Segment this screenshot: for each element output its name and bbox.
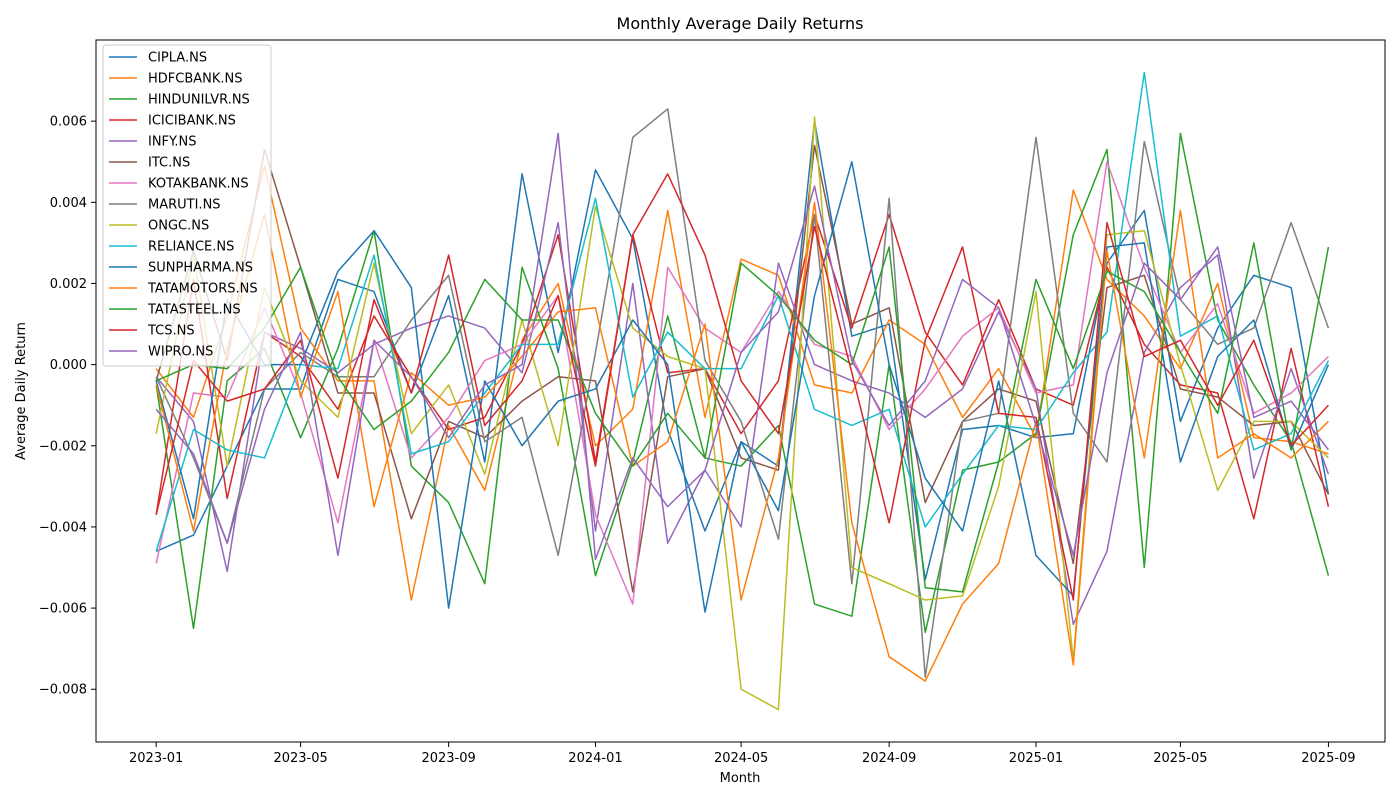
series-line-maruti-ns <box>155 108 1330 678</box>
y-axis-label: Average Daily Return <box>14 322 29 460</box>
legend-label: HINDUNILVR.NS <box>148 93 250 108</box>
legend-label: TATASTEEL.NS <box>147 303 241 318</box>
x-tick-label: 2024-01 <box>568 751 622 766</box>
series-line-itc-ns <box>155 144 1330 593</box>
series-lines <box>155 71 1330 711</box>
legend-label: MARUTI.NS <box>148 198 221 213</box>
x-tick-label: 2025-05 <box>1153 751 1207 766</box>
legend-label: TATAMOTORS.NS <box>147 282 258 297</box>
y-tick-label: 0.006 <box>50 115 87 130</box>
series-line-sunpharma-ns <box>155 160 1330 613</box>
legend-label: INFY.NS <box>148 135 196 150</box>
legend-label: SUNPHARMA.NS <box>148 261 253 276</box>
y-tick-label: 0.002 <box>50 277 87 292</box>
legend-label: TCS.NS <box>147 324 195 339</box>
legend-label: WIPRO.NS <box>148 345 213 360</box>
series-line-tatasteel-ns <box>155 242 1330 593</box>
legend-label: CIPLA.NS <box>148 51 207 66</box>
legend-label: KOTAKBANK.NS <box>148 177 249 192</box>
legend-label: HDFCBANK.NS <box>148 72 243 87</box>
legend-label: ITC.NS <box>148 156 190 171</box>
y-tick-label: −0.002 <box>39 439 87 454</box>
x-axis-label: Month <box>720 771 761 786</box>
series-line-icicibank-ns <box>155 213 1330 520</box>
x-tick-label: 2024-05 <box>714 751 768 766</box>
plot-frame <box>95 39 1386 743</box>
legend: CIPLA.NS HDFCBANK.NS HINDUNILVR.NS ICICIBAN… <box>102 44 272 367</box>
x-tick-label: 2024-09 <box>862 751 916 766</box>
y-tick-label: −0.004 <box>39 520 87 535</box>
legend-box <box>102 44 272 367</box>
legend-label: RELIANCE.NS <box>148 240 234 255</box>
series-line-reliance-ns <box>155 71 1330 552</box>
y-tick-label: 0.000 <box>50 358 87 373</box>
chart-title: Monthly Average Daily Returns <box>617 14 864 33</box>
x-tick-label: 2023-01 <box>129 751 183 766</box>
legend-label: ONGC.NS <box>148 219 209 234</box>
y-tick-label: −0.006 <box>39 602 87 617</box>
y-tick-label: 0.004 <box>50 196 87 211</box>
legend-label: ICICIBANK.NS <box>148 114 236 129</box>
x-tick-label: 2025-09 <box>1301 751 1355 766</box>
x-tick-label: 2025-01 <box>1009 751 1063 766</box>
y-axis: −0.008 −0.006 −0.004 −0.002 0.000 0.002 0.004 0… <box>39 115 96 698</box>
series-line-tatamotors-ns <box>155 201 1329 682</box>
series-line-hdfcbank-ns <box>155 165 1329 601</box>
x-axis: 2023-01 2023-05 2023-09 2024-01 2024-05 2024-… <box>129 742 1356 766</box>
series-line-ongc-ns <box>155 116 1329 711</box>
series-line-tcs-ns <box>155 173 1329 601</box>
x-tick-label: 2023-05 <box>273 751 327 766</box>
series-line-wipro-ns <box>155 132 1330 561</box>
y-tick-label: −0.008 <box>39 683 87 698</box>
series-line-hindunilvr-ns <box>155 132 1330 634</box>
x-tick-label: 2023-09 <box>421 751 475 766</box>
